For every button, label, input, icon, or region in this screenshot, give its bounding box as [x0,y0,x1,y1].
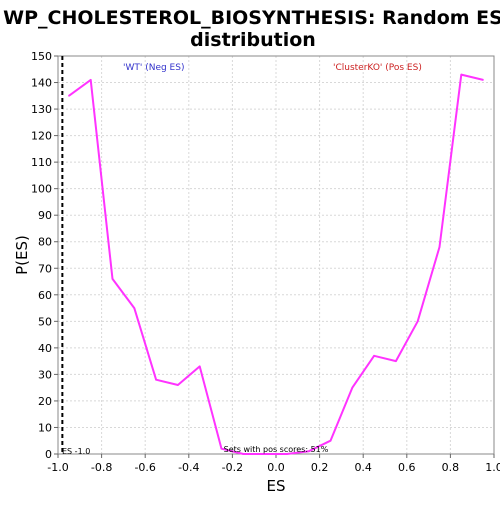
es-line-label: ES -1.0 [62,447,90,456]
series-layer [68,73,484,455]
data-point [329,439,332,442]
y-tick-label: 30 [38,368,52,381]
data-point [220,447,223,450]
y-tick-label: 70 [38,262,52,275]
y-tick-label: 80 [38,236,52,249]
data-point [264,453,266,455]
chart-title-line-1: WP_CHOLESTEROL_BIOSYNTHESIS: Random ES [3,7,500,29]
x-axis-label: ES [267,477,286,495]
data-point [460,73,463,76]
y-tick-label: 150 [31,50,52,63]
x-tick-label: 1.0 [485,461,500,474]
y-axis-label: P(ES) [13,235,31,275]
x-tick-label: 0.6 [398,461,416,474]
data-point [89,79,92,81]
x-axis: -1.0 -0.8 -0.6 -0.4 -0.2 0.0 0.2 0.4 0.6 0.8 1.0 [47,454,500,474]
y-tick-label: 110 [31,156,52,169]
y-tick-label: 120 [31,130,52,143]
pos-scores-label: Sets with pos scores: 51% [224,445,329,454]
x-tick-label: -0.4 [178,461,199,474]
data-point [242,453,245,455]
data-point [307,450,310,453]
y-tick-label: 130 [31,103,52,116]
y-tick-label: 140 [31,77,52,90]
neg-es-label: 'WT' (Neg ES) [123,63,184,73]
x-tick-label: -0.8 [91,461,112,474]
data-point [438,246,441,248]
y-tick-label: 20 [38,395,52,408]
y-tick-label: 90 [38,209,52,222]
data-point [133,307,136,309]
data-point [373,355,375,357]
data-point [111,278,114,280]
data-point [177,384,179,386]
x-tick-label: -0.2 [222,461,243,474]
x-tick-label: 0.4 [354,461,372,474]
x-tick-label: 0.2 [311,461,329,474]
y-tick-label: 60 [38,289,52,302]
x-tick-label: 0.8 [442,461,460,474]
y-tick-label: 10 [38,421,52,434]
y-axis: 0 10 20 30 40 50 60 70 80 90 100 110 120 130 140 150 [31,50,58,461]
chart-title-line-2: distribution [190,29,316,51]
data-point [395,360,397,362]
x-tick-label: -1.0 [47,461,68,474]
y-tick-label: 100 [31,183,52,196]
x-tick-label: -0.6 [134,461,155,474]
data-point [155,378,157,381]
y-tick-label: 0 [45,448,52,461]
x-tick-label: 0.0 [267,461,285,474]
data-point [482,79,484,81]
pos-es-label: 'ClusterKO' (Pos ES) [333,63,422,73]
data-point [416,320,419,323]
y-tick-label: 50 [38,315,52,328]
data-point [286,453,288,455]
data-point [68,95,70,97]
y-tick-label: 40 [38,342,52,355]
data-point [351,386,354,389]
data-point [198,365,201,368]
series-line [68,73,484,455]
